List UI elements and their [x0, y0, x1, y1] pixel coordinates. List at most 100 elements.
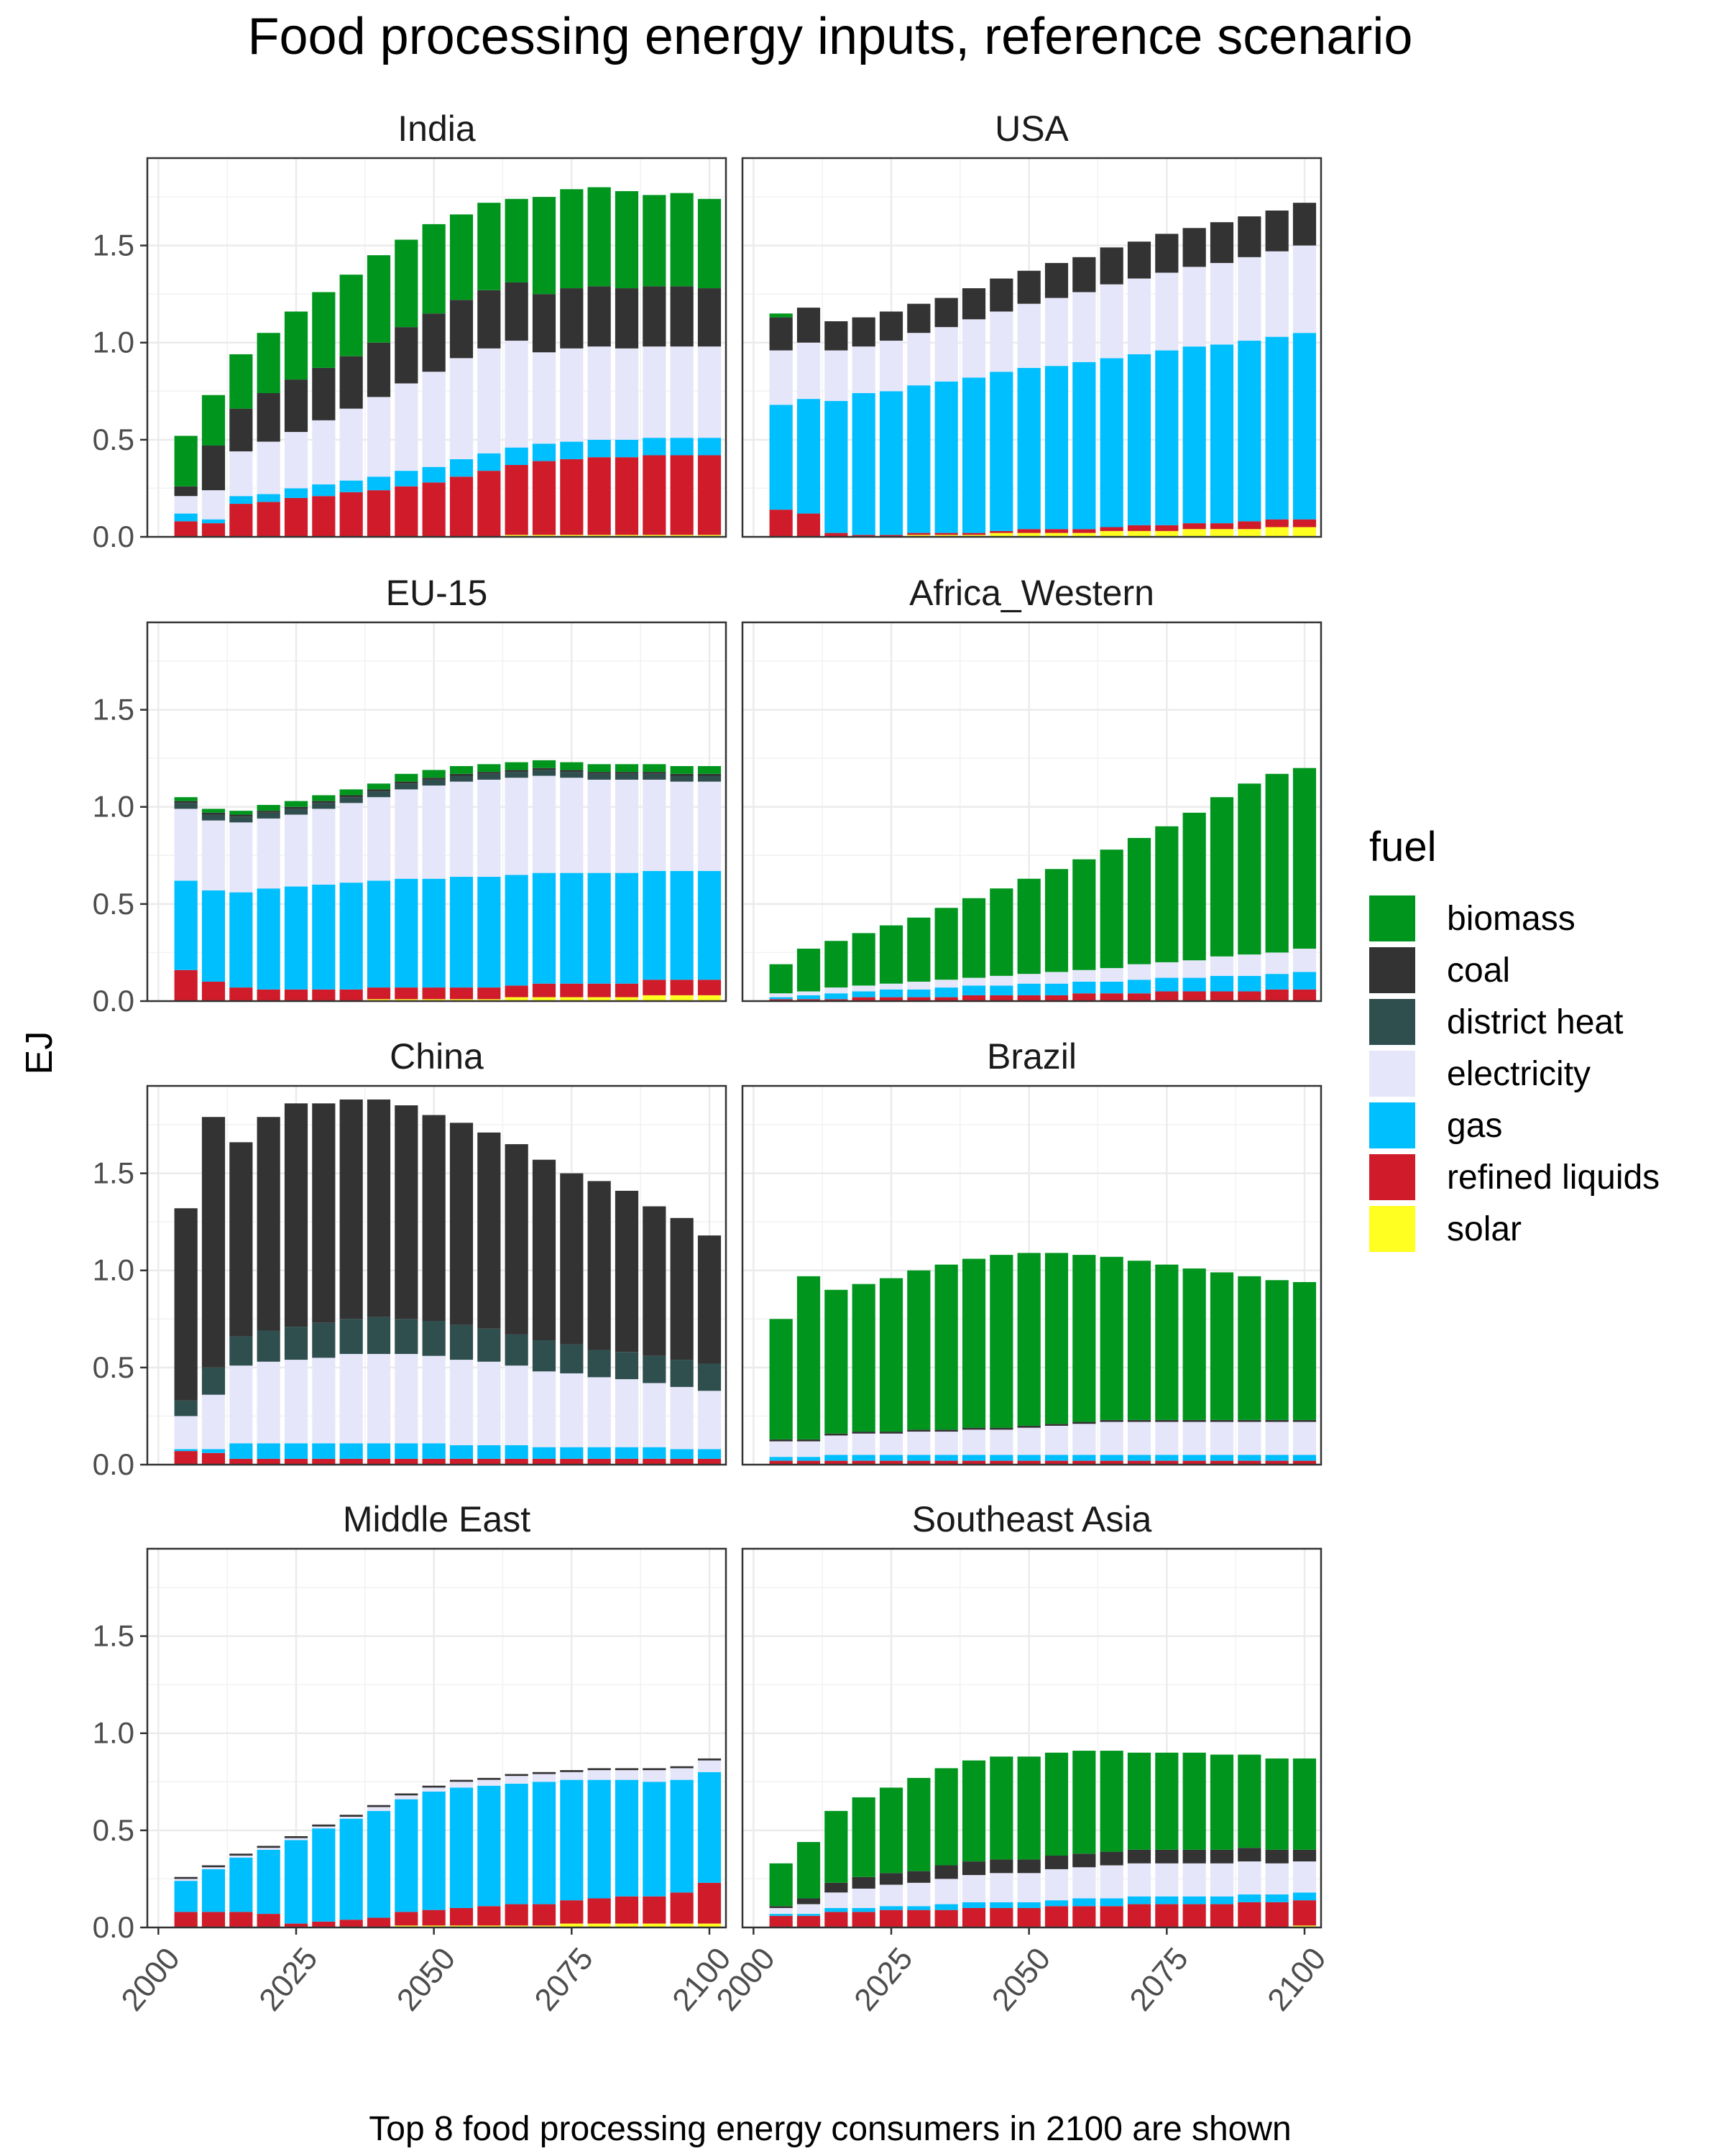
bar-segment-electricity	[1238, 1422, 1261, 1455]
bar-segment-electricity	[312, 1358, 336, 1444]
bar-segment-gas	[962, 1902, 986, 1908]
bar-segment-gas	[769, 1457, 793, 1461]
bar-segment-coal	[284, 1103, 308, 1327]
bar-segment-gas	[1127, 980, 1151, 994]
bar-segment-refined-liquids	[422, 482, 446, 537]
bar-segment-gas	[990, 372, 1013, 531]
panel-usa: USA	[741, 109, 1322, 538]
bar-segment-refined-liquids	[449, 1458, 474, 1465]
bar-segment-coal	[615, 1190, 639, 1353]
bar-segment-solar	[505, 997, 528, 1001]
bar-segment-gas	[824, 993, 848, 1000]
bar-segment-solar	[1100, 530, 1123, 537]
bar-segment-electricity	[1292, 949, 1317, 972]
bar-segment-solar	[395, 1925, 418, 1927]
bar-segment-electricity	[395, 383, 418, 471]
bar-segment-biomass	[643, 195, 666, 287]
bar-segment-biomass	[824, 941, 848, 988]
bar-segment-refined-liquids	[477, 1906, 501, 1926]
y-tick-label: 0.0	[93, 984, 134, 1018]
bar-segment-refined-liquids	[477, 471, 501, 537]
bar-segment-refined-liquids	[257, 1914, 280, 1927]
bar-segment-coal	[395, 781, 418, 784]
panel-title: Africa_Western	[909, 573, 1154, 613]
bar-segment-refined-liquids	[587, 983, 611, 998]
bar-segment-biomass	[422, 224, 446, 314]
bar-segment-refined-liquids	[339, 989, 363, 1001]
bar-segment-gas	[532, 872, 556, 984]
bar-segment-coal	[505, 1774, 528, 1777]
bar-segment-coal	[1017, 1859, 1041, 1874]
bar-segment-gas	[697, 1449, 722, 1459]
bar-segment-refined-liquids	[907, 1460, 931, 1465]
bar-segment-gas	[796, 1914, 821, 1916]
bar-segment-gas	[174, 1449, 198, 1452]
bar-segment-refined-liquids	[560, 459, 584, 535]
bar-segment-electricity	[1017, 1873, 1041, 1902]
legend-label: coal	[1447, 952, 1510, 990]
bar-segment-gas	[934, 381, 958, 533]
bar-segment-refined-liquids	[1155, 1904, 1179, 1927]
bar-segment-electricity	[670, 781, 694, 871]
bar-segment-electricity	[339, 1353, 363, 1444]
bar-segment-electricity	[1265, 1422, 1289, 1455]
bar-segment-biomass	[339, 275, 363, 356]
bar-segment-coal	[422, 1115, 446, 1322]
bar-segment-coal	[670, 286, 694, 347]
bar-segment-refined-liquids	[284, 1923, 308, 1927]
bar-segment-gas	[560, 872, 584, 984]
bar-segment-coal	[1238, 1848, 1261, 1862]
bar-segment-refined-liquids	[615, 983, 639, 998]
bar-segment-electricity	[1044, 298, 1069, 367]
bar-segment-gas	[312, 484, 336, 497]
bar-segment-coal	[1072, 1422, 1096, 1424]
x-tick-label: 2025	[252, 1941, 324, 2017]
bar-segment-district-heat	[477, 773, 501, 780]
bar-segment-biomass	[560, 762, 584, 770]
bar-segment-gas	[990, 1455, 1013, 1461]
bar-segment-biomass	[1127, 837, 1151, 964]
bar-segment-solar	[615, 997, 639, 1001]
bar-segment-refined-liquids	[284, 1458, 308, 1465]
bar-segment-gas	[615, 1447, 639, 1459]
bar-segment-refined-liquids	[201, 523, 226, 537]
bar-segment-district-heat	[532, 1340, 556, 1372]
bar-segment-gas	[1017, 1455, 1041, 1461]
bar-segment-gas	[201, 1869, 226, 1912]
bar-segment-gas	[1292, 972, 1317, 990]
bar-segment-refined-liquids	[769, 1915, 793, 1927]
bar-segment-gas	[395, 1443, 418, 1459]
bar-segment-refined-liquids	[532, 983, 556, 998]
bar-segment-electricity	[422, 1355, 446, 1444]
bar-segment-gas	[769, 405, 793, 510]
bar-segment-gas	[907, 989, 931, 998]
bar-segment-refined-liquids	[229, 1458, 253, 1465]
bar-segment-refined-liquids	[1127, 993, 1151, 1001]
bar-segment-biomass	[587, 764, 611, 773]
bar-segment-refined-liquids	[1044, 529, 1069, 533]
bar-segment-refined-liquids	[505, 1458, 528, 1465]
bar-segment-district-heat	[339, 797, 363, 803]
y-tick-label: 0.5	[93, 887, 134, 921]
bar-segment-gas	[1265, 1455, 1289, 1461]
bar-segment-gas	[449, 1787, 474, 1908]
bar-segment-biomass	[643, 764, 666, 773]
bar-segment-coal	[907, 303, 931, 333]
bar-segment-refined-liquids	[395, 1458, 418, 1465]
bar-segment-electricity	[560, 1772, 584, 1780]
bar-segment-gas	[796, 995, 821, 1000]
bar-segment-coal	[257, 1846, 280, 1848]
bar-segment-solar	[449, 999, 474, 1001]
bar-segment-electricity	[587, 1770, 611, 1780]
bar-segment-biomass	[852, 1797, 875, 1877]
bar-segment-refined-liquids	[1292, 1460, 1317, 1465]
bar-segment-gas	[1072, 1455, 1096, 1461]
bar-segment-gas	[532, 1447, 556, 1459]
bar-segment-electricity	[643, 1770, 666, 1782]
bar-segment-biomass	[990, 1756, 1013, 1860]
bar-segment-biomass	[934, 908, 958, 980]
bar-segment-electricity	[395, 1353, 418, 1444]
bar-segment-district-heat	[560, 772, 584, 778]
bar-segment-gas	[769, 997, 793, 1000]
bar-segment-gas	[934, 987, 958, 998]
